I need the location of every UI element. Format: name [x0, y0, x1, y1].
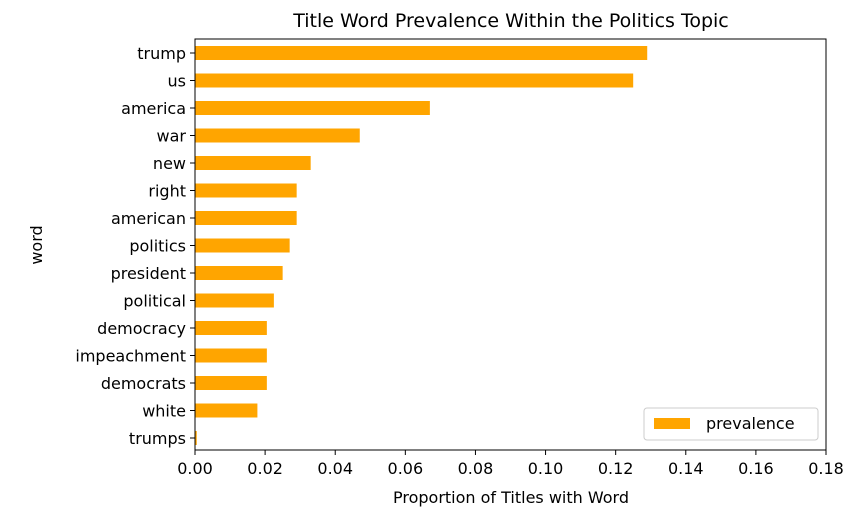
x-tick-label: 0.04: [317, 459, 353, 478]
chart-title: Title Word Prevalence Within the Politic…: [292, 10, 729, 32]
y-tick-label: political: [123, 292, 186, 311]
y-tick-label: new: [153, 154, 186, 173]
bar-impeachment: [195, 348, 267, 363]
x-tick-label: 0.08: [458, 459, 494, 478]
bar-president: [195, 266, 283, 280]
bars-group: [195, 46, 648, 445]
x-tick-label: 0.10: [528, 459, 564, 478]
legend-label: prevalence: [706, 414, 795, 433]
x-tick-label: 0.02: [247, 459, 283, 478]
bar-america: [195, 101, 430, 115]
bar-american: [195, 211, 297, 225]
bar-democracy: [195, 321, 267, 335]
bar-war: [195, 128, 360, 143]
y-tick-label: america: [121, 99, 186, 118]
bar-white: [195, 403, 258, 418]
y-tick-label: white: [142, 402, 186, 421]
bar-democrats: [195, 376, 267, 390]
x-tick-label: 0.00: [177, 459, 213, 478]
x-tick-label: 0.18: [808, 459, 844, 478]
bar-trumps: [195, 431, 197, 445]
y-tick-label: trump: [137, 44, 186, 63]
bar-right: [195, 183, 297, 198]
bar-trump: [195, 46, 648, 60]
y-tick-label: democrats: [101, 374, 186, 393]
x-axis-label: Proportion of Titles with Word: [393, 488, 629, 507]
y-ticks-group: trump us america war new right american politic…: [75, 44, 195, 448]
y-tick-label: democracy: [97, 319, 186, 338]
x-tick-label: 0.14: [668, 459, 704, 478]
legend: prevalence: [643, 407, 819, 441]
bar-political: [195, 293, 274, 308]
y-axis-label: word: [27, 225, 46, 264]
y-tick-label: american: [111, 209, 186, 228]
legend-box: [643, 407, 819, 441]
y-tick-label: war: [157, 127, 187, 146]
bar-us: [195, 73, 634, 88]
x-tick-label: 0.06: [388, 459, 424, 478]
y-tick-label: right: [148, 182, 186, 201]
bar-new: [195, 156, 311, 170]
legend-swatch: [654, 418, 690, 429]
bar-politics: [195, 238, 290, 253]
plot-frame: [194, 38, 827, 451]
y-tick-label: impeachment: [75, 347, 186, 366]
x-ticks-group: 0.00 0.02 0.04 0.06 0.08 0.10 0.12 0.14 0.16 0.18: [177, 450, 844, 478]
x-tick-label: 0.12: [598, 459, 634, 478]
x-tick-label: 0.16: [738, 459, 774, 478]
y-tick-label: president: [111, 264, 186, 283]
y-tick-label: trumps: [129, 429, 186, 448]
y-tick-label: us: [168, 72, 186, 91]
y-tick-label: politics: [129, 237, 186, 256]
